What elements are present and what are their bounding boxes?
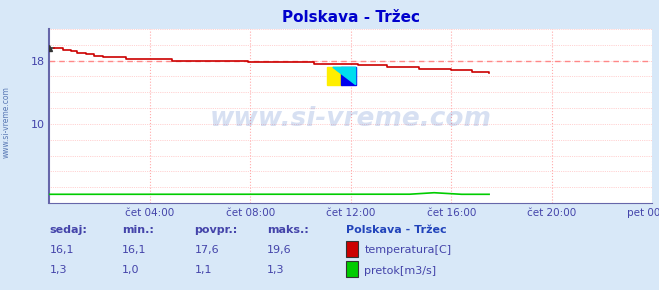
Text: min.:: min.: bbox=[122, 225, 154, 235]
Text: 17,6: 17,6 bbox=[194, 245, 219, 255]
Text: pretok[m3/s]: pretok[m3/s] bbox=[364, 266, 436, 275]
Text: 16,1: 16,1 bbox=[122, 245, 146, 255]
Text: 1,0: 1,0 bbox=[122, 266, 140, 275]
Text: temperatura[C]: temperatura[C] bbox=[364, 245, 451, 255]
Text: sedaj:: sedaj: bbox=[49, 225, 87, 235]
Bar bbox=[327, 67, 342, 85]
Text: 19,6: 19,6 bbox=[267, 245, 291, 255]
Text: 1,1: 1,1 bbox=[194, 266, 212, 275]
Text: www.si-vreme.com: www.si-vreme.com bbox=[2, 86, 11, 158]
Text: 1,3: 1,3 bbox=[49, 266, 67, 275]
Text: 1,3: 1,3 bbox=[267, 266, 285, 275]
Text: maks.:: maks.: bbox=[267, 225, 308, 235]
Title: Polskava - Tržec: Polskava - Tržec bbox=[282, 10, 420, 25]
Text: www.si-vreme.com: www.si-vreme.com bbox=[210, 106, 492, 133]
Polygon shape bbox=[333, 67, 356, 85]
Bar bbox=[341, 67, 356, 85]
Text: Polskava - Tržec: Polskava - Tržec bbox=[346, 225, 447, 235]
Text: 16,1: 16,1 bbox=[49, 245, 74, 255]
Text: povpr.:: povpr.: bbox=[194, 225, 238, 235]
